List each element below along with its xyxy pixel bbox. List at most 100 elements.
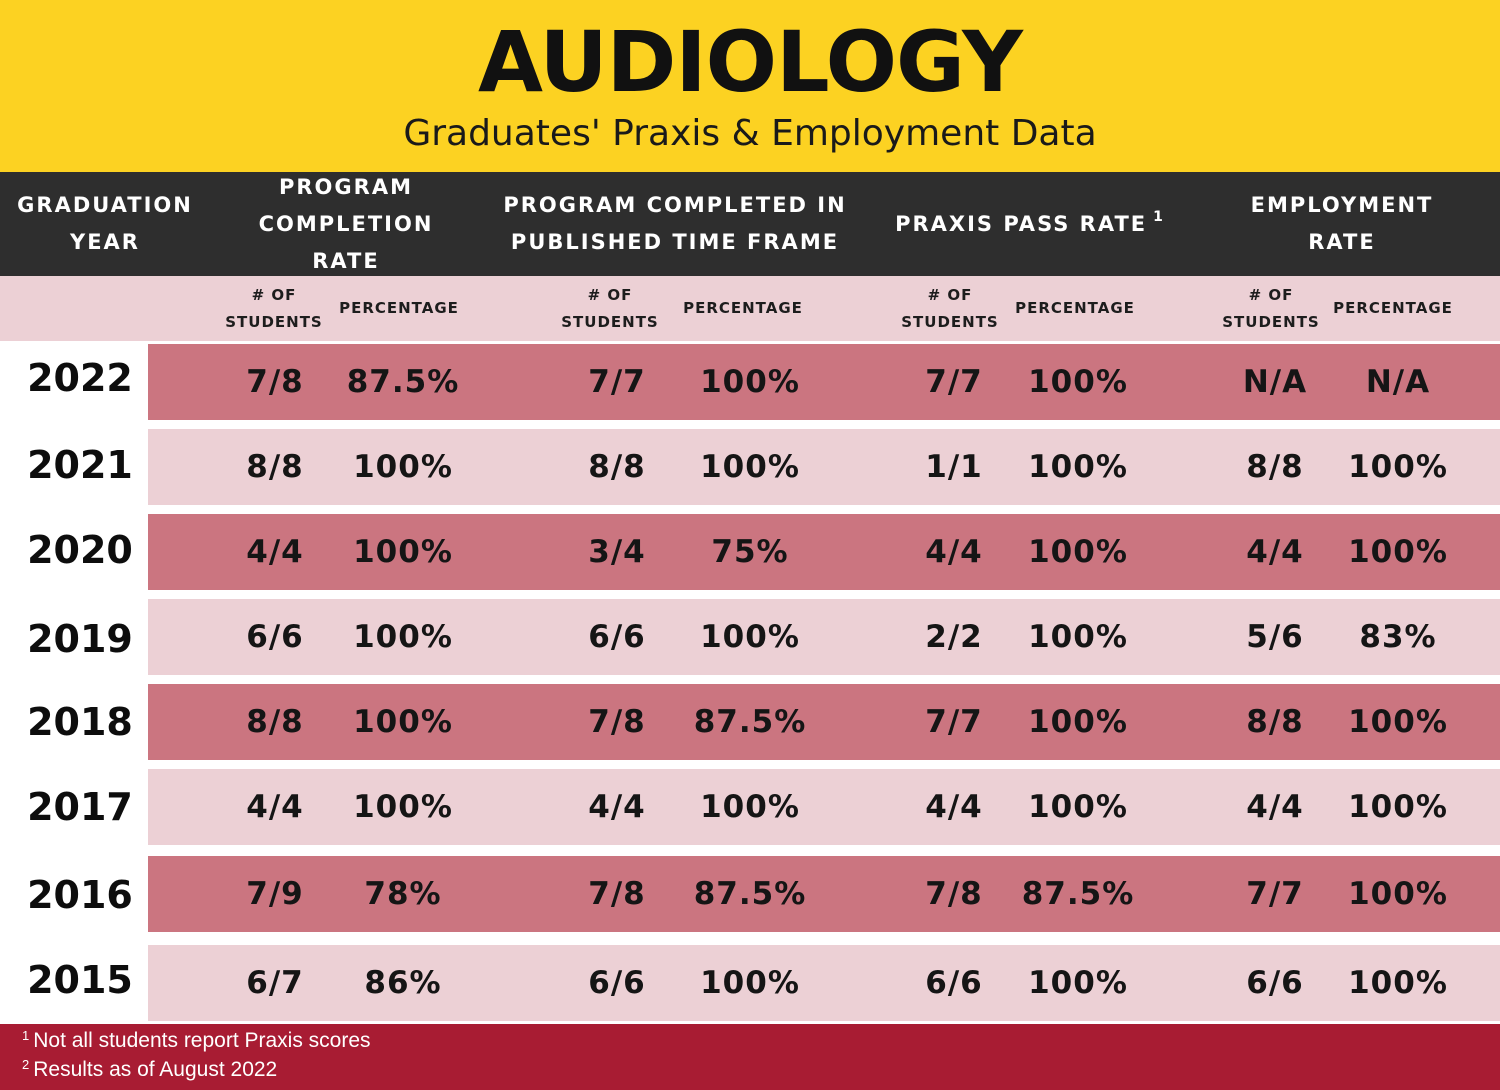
- students-count-cell: 7/8: [588, 876, 646, 912]
- subheader-students: # OF STUDENTS: [561, 285, 659, 331]
- footnotes: 1 Not all students report Praxis scores 2…: [0, 1024, 1500, 1090]
- percentage-cell: 100%: [1028, 364, 1128, 400]
- percentage-cell: 100%: [353, 704, 453, 740]
- subheader-students: # OF STUDENTS: [1222, 285, 1320, 331]
- percentage-cell: 100%: [1028, 965, 1128, 1001]
- graduation-year: 2019: [27, 617, 133, 661]
- percentage-cell: 86%: [364, 965, 442, 1001]
- header-completion-rate: PROGRAM COMPLETION RATE: [258, 174, 434, 273]
- students-count-cell: 4/4: [1246, 534, 1304, 570]
- percentage-cell: 100%: [1028, 449, 1128, 485]
- table-row: [148, 514, 1500, 590]
- header-time-frame: PROGRAM COMPLETED IN PUBLISHED TIME FRAME: [503, 193, 847, 254]
- table-row: [148, 599, 1500, 675]
- percentage-cell: 100%: [1028, 704, 1128, 740]
- percentage-cell: 100%: [1348, 965, 1448, 1001]
- students-count-cell: 7/7: [925, 364, 983, 400]
- students-count-cell: 4/4: [246, 789, 304, 825]
- students-count-cell: 7/8: [588, 704, 646, 740]
- percentage-cell: 100%: [700, 364, 800, 400]
- students-count-cell: 6/6: [588, 619, 646, 655]
- subheader-band: # OF STUDENTS PERCENTAGE # OF STUDENTS PER…: [0, 276, 1500, 341]
- students-count-cell: 8/8: [1246, 449, 1304, 485]
- table-row: [148, 684, 1500, 760]
- graduation-year: 2022: [27, 356, 133, 400]
- students-count-cell: 5/6: [1246, 619, 1304, 655]
- students-count-cell: 6/7: [246, 965, 304, 1001]
- percentage-cell: 100%: [353, 789, 453, 825]
- table-row: [148, 945, 1500, 1021]
- table-row: [148, 856, 1500, 932]
- subheader-percentage: PERCENTAGE: [1333, 299, 1453, 317]
- students-count-cell: 7/7: [1246, 876, 1304, 912]
- students-count-cell: 7/7: [925, 704, 983, 740]
- students-count-cell: 8/8: [246, 704, 304, 740]
- percentage-cell: 100%: [700, 449, 800, 485]
- percentage-cell: 100%: [1348, 449, 1448, 485]
- students-count-cell: 7/8: [246, 364, 304, 400]
- graduation-year: 2015: [27, 958, 133, 1002]
- students-count-cell: 6/6: [925, 965, 983, 1001]
- percentage-cell: 87.5%: [1021, 876, 1135, 912]
- students-count-cell: 3/4: [588, 534, 646, 570]
- page-subtitle: Graduates' Praxis & Employment Data: [403, 113, 1097, 154]
- percentage-cell: 83%: [1359, 619, 1437, 655]
- percentage-cell: 100%: [353, 449, 453, 485]
- graduation-year: 2018: [27, 700, 133, 744]
- percentage-cell: 87.5%: [693, 876, 807, 912]
- header-praxis-pass-rate: PRAXIS PASS RATE 1: [895, 208, 1165, 236]
- subheader-percentage: PERCENTAGE: [1015, 299, 1135, 317]
- students-count-cell: 7/7: [588, 364, 646, 400]
- percentage-cell: 100%: [353, 619, 453, 655]
- percentage-cell: 100%: [1028, 789, 1128, 825]
- students-count-cell: 1/1: [925, 449, 983, 485]
- students-count-cell: 4/4: [925, 789, 983, 825]
- percentage-cell: 100%: [1028, 534, 1128, 570]
- percentage-cell: 100%: [700, 965, 800, 1001]
- students-count-cell: 6/6: [588, 965, 646, 1001]
- percentage-cell: 100%: [700, 789, 800, 825]
- table-row: [148, 344, 1500, 420]
- percentage-cell: 75%: [711, 534, 789, 570]
- percentage-cell: 100%: [1028, 619, 1128, 655]
- graduation-year: 2017: [27, 785, 133, 829]
- percentage-cell: N/A: [1365, 364, 1431, 400]
- percentage-cell: 100%: [1348, 789, 1448, 825]
- percentage-cell: 100%: [353, 534, 453, 570]
- subheader-students: # OF STUDENTS: [901, 285, 999, 331]
- header-graduation-year: GRADUATION YEAR: [17, 193, 193, 254]
- students-count-cell: 6/6: [1246, 965, 1304, 1001]
- title-banner: AUDIOLOGY Graduates' Praxis & Employment…: [0, 0, 1500, 172]
- students-count-cell: 7/8: [925, 876, 983, 912]
- students-count-cell: 8/8: [1246, 704, 1304, 740]
- students-count-cell: 8/8: [588, 449, 646, 485]
- students-count-cell: 4/4: [1246, 789, 1304, 825]
- subheader-percentage: PERCENTAGE: [683, 299, 803, 317]
- footnote-marker: 1: [1153, 208, 1165, 225]
- column-header-band: GRADUATION YEAR PROGRAM COMPLETION RATE PR…: [0, 172, 1500, 276]
- students-count-cell: 2/2: [925, 619, 983, 655]
- graduation-year: 2016: [27, 873, 133, 917]
- footnote-1: 1 Not all students report Praxis scores: [22, 1028, 371, 1052]
- percentage-cell: 100%: [1348, 534, 1448, 570]
- graduation-year: 2020: [27, 528, 133, 572]
- page-title: AUDIOLOGY: [478, 13, 1023, 111]
- students-count-cell: 7/9: [246, 876, 304, 912]
- footnote-2: 2 Results as of August 2022: [22, 1057, 278, 1081]
- percentage-cell: 100%: [700, 619, 800, 655]
- percentage-cell: 87.5%: [693, 704, 807, 740]
- percentage-cell: 87.5%: [346, 364, 460, 400]
- students-count-cell: 4/4: [246, 534, 304, 570]
- students-count-cell: 4/4: [925, 534, 983, 570]
- students-count-cell: 6/6: [246, 619, 304, 655]
- subheader-percentage: PERCENTAGE: [339, 299, 459, 317]
- table-row: [148, 429, 1500, 505]
- percentage-cell: 100%: [1348, 704, 1448, 740]
- graduation-year: 2021: [27, 443, 133, 487]
- percentage-cell: 100%: [1348, 876, 1448, 912]
- table-row: [148, 769, 1500, 845]
- students-count-cell: 4/4: [588, 789, 646, 825]
- header-employment-rate: EMPLOYMENT RATE: [1250, 193, 1434, 254]
- percentage-cell: 78%: [364, 876, 442, 912]
- subheader-students: # OF STUDENTS: [225, 285, 323, 331]
